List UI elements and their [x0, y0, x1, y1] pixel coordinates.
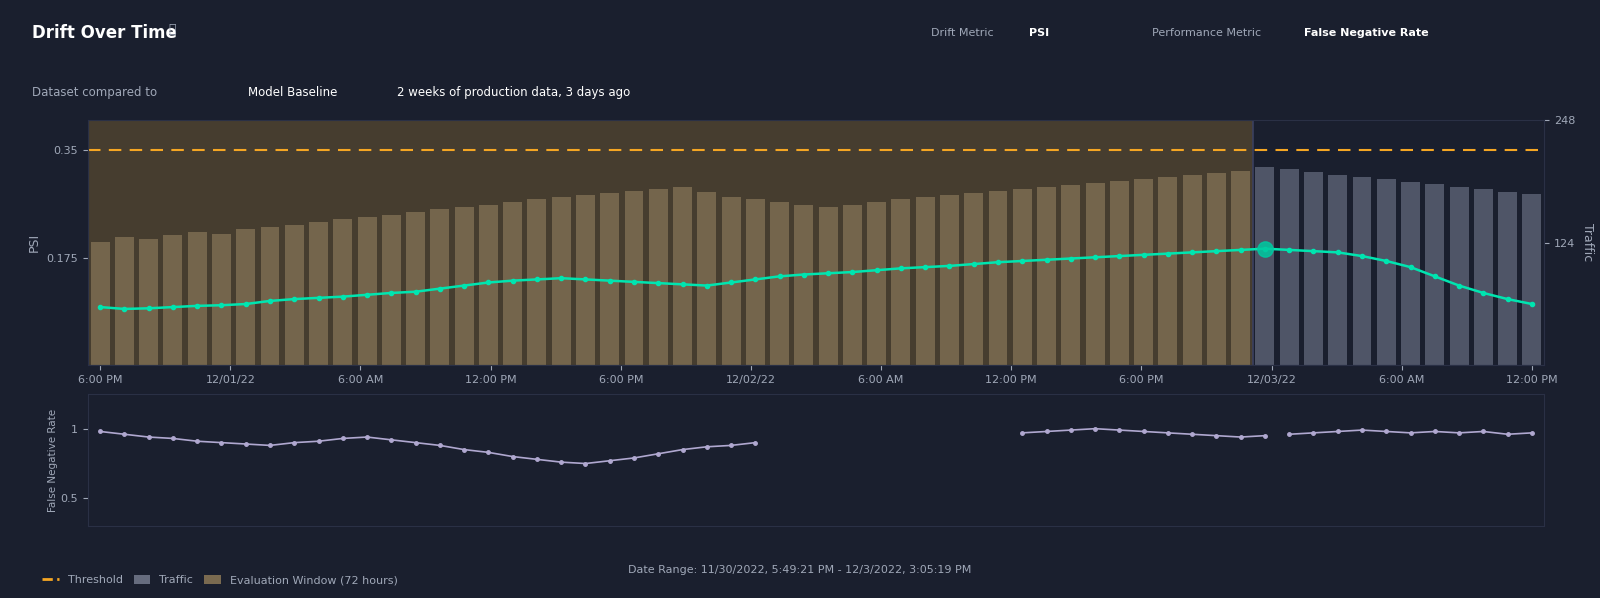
Bar: [213, 234, 230, 365]
Text: Model Baseline: Model Baseline: [248, 86, 338, 99]
Bar: [600, 193, 619, 365]
Bar: [819, 207, 837, 365]
Bar: [1061, 185, 1080, 365]
Text: False Negative Rate: False Negative Rate: [1304, 28, 1429, 38]
Text: Drift Metric: Drift Metric: [931, 28, 994, 38]
Bar: [1280, 169, 1299, 365]
Bar: [285, 225, 304, 365]
Bar: [843, 205, 862, 365]
Bar: [309, 222, 328, 365]
Bar: [1182, 175, 1202, 365]
Bar: [88, 120, 1253, 365]
Bar: [1378, 179, 1395, 365]
Bar: [795, 205, 813, 365]
Bar: [237, 228, 254, 365]
Text: Performance Metric: Performance Metric: [1152, 28, 1261, 38]
Bar: [406, 212, 426, 365]
Bar: [358, 216, 376, 365]
Bar: [1523, 194, 1541, 365]
Text: Dataset compared to: Dataset compared to: [32, 86, 157, 99]
Bar: [552, 197, 571, 365]
Bar: [1013, 189, 1032, 365]
Bar: [333, 219, 352, 365]
Bar: [698, 192, 717, 365]
Bar: [867, 202, 886, 365]
Bar: [1328, 175, 1347, 365]
Y-axis label: Traffic: Traffic: [1581, 224, 1594, 262]
Text: Date Range: 11/30/2022, 5:49:21 PM - 12/3/2022, 3:05:19 PM: Date Range: 11/30/2022, 5:49:21 PM - 12/…: [629, 565, 971, 575]
Bar: [478, 205, 498, 365]
Bar: [1232, 171, 1250, 365]
Bar: [1352, 177, 1371, 365]
Bar: [528, 199, 546, 365]
Bar: [454, 207, 474, 365]
Bar: [1158, 177, 1178, 365]
Y-axis label: False Negative Rate: False Negative Rate: [48, 408, 58, 512]
Bar: [1110, 181, 1128, 365]
Bar: [576, 195, 595, 365]
Bar: [430, 209, 450, 365]
Bar: [746, 199, 765, 365]
Bar: [915, 197, 934, 365]
Text: PSI: PSI: [1029, 28, 1050, 38]
Bar: [261, 227, 280, 365]
Bar: [1474, 189, 1493, 365]
Bar: [624, 191, 643, 365]
Legend: Threshold, Traffic, Evaluation Window (72 hours): Threshold, Traffic, Evaluation Window (7…: [37, 570, 402, 590]
Bar: [504, 202, 522, 365]
Bar: [722, 197, 741, 365]
Bar: [1426, 184, 1445, 365]
Bar: [1256, 167, 1274, 365]
Bar: [91, 242, 109, 365]
Bar: [163, 234, 182, 365]
Bar: [770, 202, 789, 365]
Bar: [1206, 173, 1226, 365]
Bar: [891, 199, 910, 365]
Bar: [1037, 187, 1056, 365]
Bar: [1304, 172, 1323, 365]
Bar: [382, 215, 400, 365]
Text: Drift Over Time: Drift Over Time: [32, 24, 178, 42]
Bar: [674, 187, 691, 365]
Y-axis label: PSI: PSI: [27, 233, 42, 252]
Bar: [941, 195, 958, 365]
Bar: [187, 231, 206, 365]
Bar: [1498, 192, 1517, 365]
Bar: [1402, 182, 1419, 365]
Bar: [1134, 179, 1154, 365]
Text: 2 weeks of production data, 3 days ago: 2 weeks of production data, 3 days ago: [397, 86, 630, 99]
Bar: [989, 191, 1008, 365]
Bar: [650, 189, 667, 365]
Bar: [1086, 183, 1104, 365]
Bar: [115, 237, 134, 365]
Text: ⓘ: ⓘ: [168, 23, 176, 36]
Bar: [965, 193, 982, 365]
Bar: [1450, 187, 1469, 365]
Bar: [139, 239, 158, 365]
